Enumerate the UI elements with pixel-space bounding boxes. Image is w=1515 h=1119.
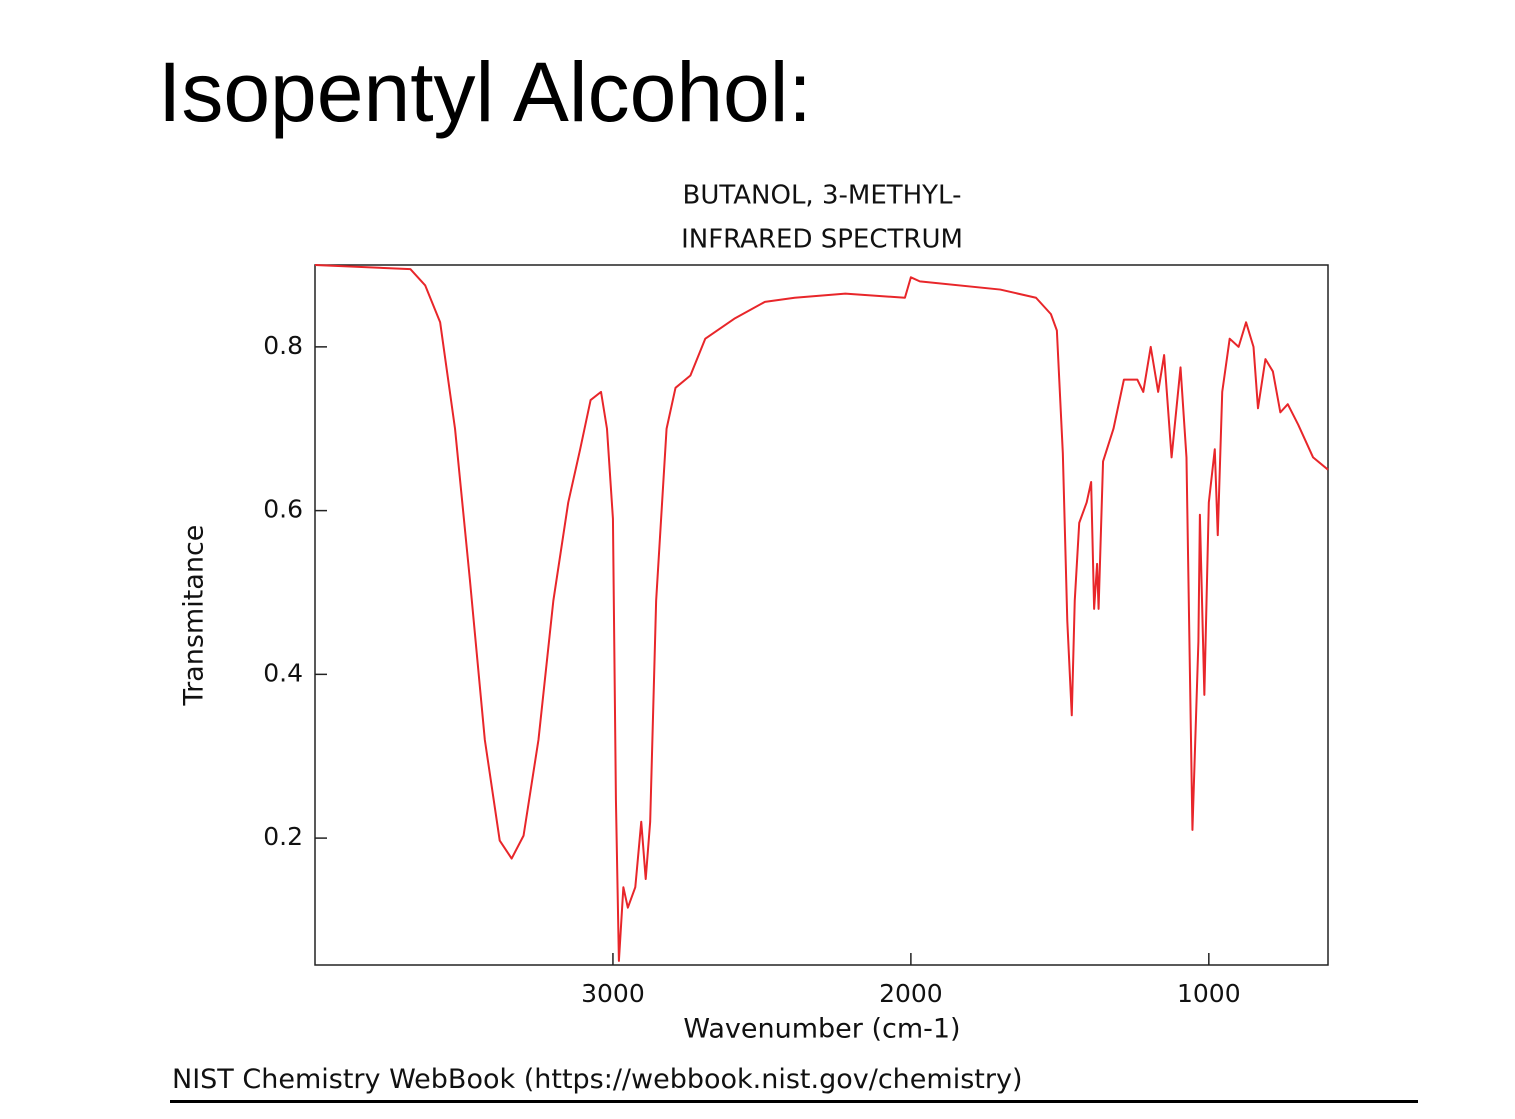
- chart-title: BUTANOL, 3-METHYL-: [683, 181, 962, 211]
- spectrum-line: [314, 264, 1329, 962]
- x-tick-label: 3000: [581, 979, 645, 1008]
- x-tick-label: 1000: [1177, 979, 1241, 1008]
- x-tick-label: 2000: [879, 979, 943, 1008]
- chart-subtitle: INFRARED SPECTRUM: [681, 225, 963, 255]
- y-tick-label: 0.2: [263, 822, 303, 851]
- slide-title: Isopentyl Alcohol:: [158, 45, 812, 139]
- x-axis-label: Wavenumber (cm-1): [683, 1014, 960, 1045]
- y-axis-label: Transmitance: [179, 525, 210, 707]
- y-tick-label: 0.8: [263, 331, 303, 360]
- y-tick-label: 0.4: [263, 658, 303, 687]
- y-tick-label: 0.6: [263, 495, 303, 524]
- plot-frame: [314, 264, 1329, 966]
- source-note: NIST Chemistry WebBook (https://webbook.…: [172, 1064, 1023, 1095]
- divider: [170, 1100, 1418, 1103]
